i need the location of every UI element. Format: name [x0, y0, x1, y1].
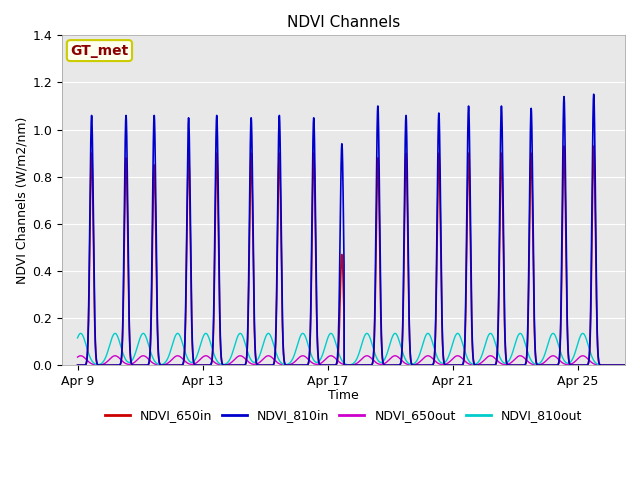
Title: NDVI Channels: NDVI Channels [287, 15, 400, 30]
Y-axis label: NDVI Channels (W/m2/nm): NDVI Channels (W/m2/nm) [15, 117, 28, 284]
Legend: NDVI_650in, NDVI_810in, NDVI_650out, NDVI_810out: NDVI_650in, NDVI_810in, NDVI_650out, NDV… [100, 405, 587, 427]
X-axis label: Time: Time [328, 389, 359, 402]
Text: GT_met: GT_met [70, 44, 129, 58]
